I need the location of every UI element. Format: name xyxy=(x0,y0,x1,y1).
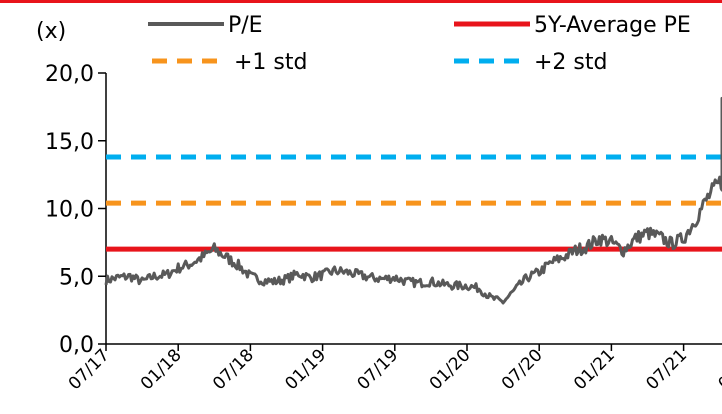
legend-label-avg: 5Y-Average PE xyxy=(534,13,691,38)
unit-label: (x) xyxy=(36,19,66,44)
y-axis: 0,0 5,0 10,0 15,0 20,0 xyxy=(45,62,107,358)
y-tick-label: 5,0 xyxy=(59,265,94,290)
legend-label-2std: +2 std xyxy=(534,50,607,75)
y-tick-label: 20,0 xyxy=(45,62,94,87)
x-axis: 07/17 01/18 07/18 01/19 07/19 01/20 07/20 01/21… xyxy=(65,343,722,394)
legend: P/E 5Y-Average PE +1 std +2 std xyxy=(148,13,691,75)
x-tick-label: 01/22 xyxy=(715,345,722,394)
y-tick-label: 10,0 xyxy=(45,198,94,223)
y-tick-label: 15,0 xyxy=(45,130,94,155)
x-tick-label: 01/20 xyxy=(426,345,475,394)
x-tick-label: 07/18 xyxy=(209,345,258,394)
legend-label-pe: P/E xyxy=(228,13,263,38)
y-tick-label: 0,0 xyxy=(59,333,94,358)
x-tick-label: 01/21 xyxy=(570,345,619,394)
x-tick-label: 07/21 xyxy=(642,345,691,394)
x-tick-label: 07/20 xyxy=(498,345,547,394)
x-tick-label: 01/18 xyxy=(137,345,186,394)
series-layer xyxy=(104,96,722,305)
x-tick-label: 07/19 xyxy=(354,345,403,394)
legend-label-1std: +1 std xyxy=(234,50,307,75)
pe-series-line xyxy=(104,96,722,305)
reference-lines xyxy=(106,154,722,252)
x-tick-label: 01/19 xyxy=(281,345,330,394)
